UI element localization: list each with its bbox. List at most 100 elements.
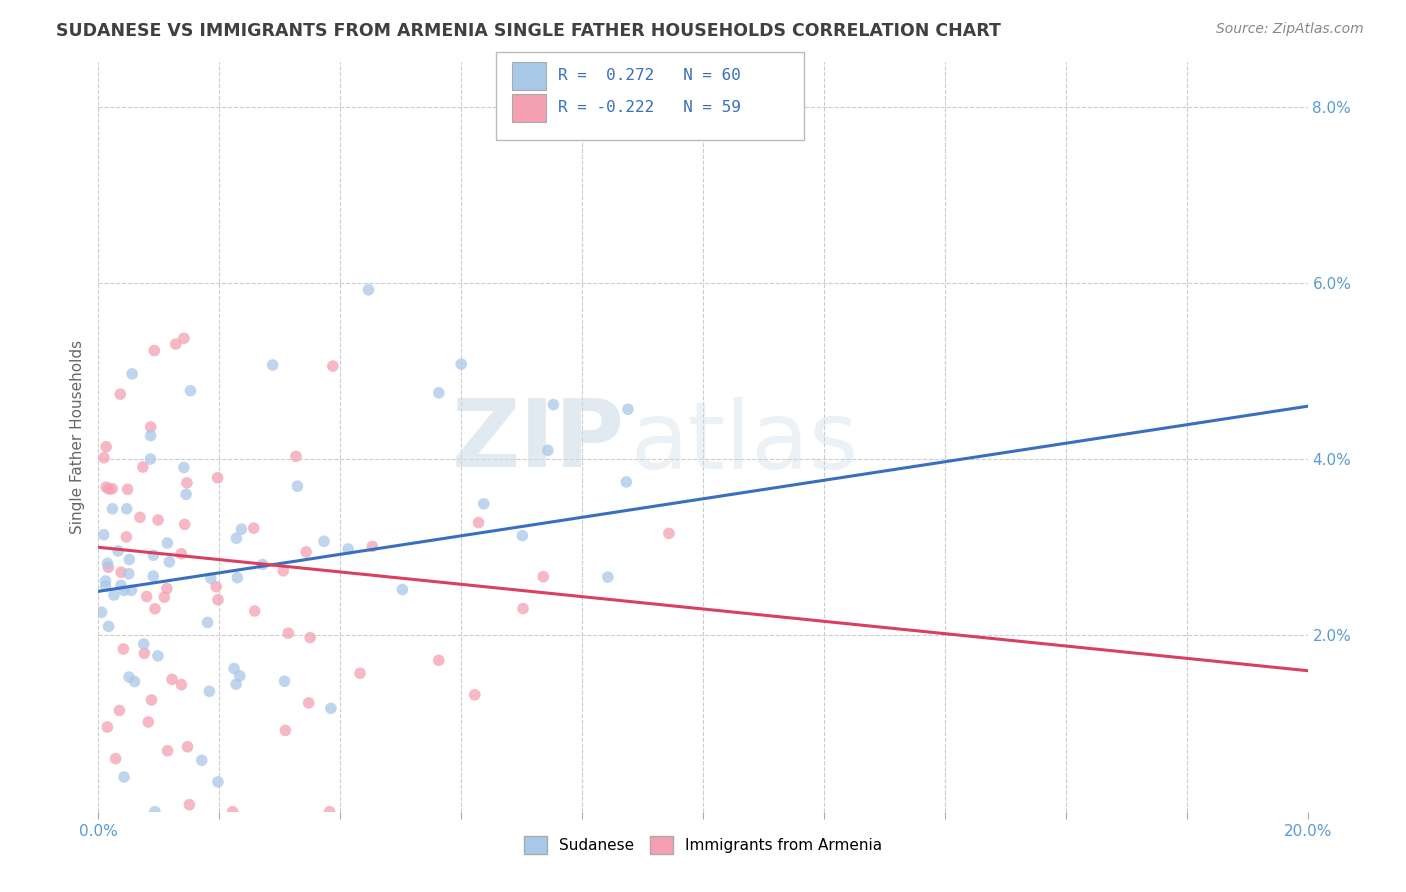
Point [179, 797, 201, 812]
Point [101, 501, 124, 516]
Point [143, 343, 166, 358]
Point [93, 527, 115, 541]
Point [226, 571, 249, 585]
Point [207, 592, 229, 607]
Point [205, 580, 228, 594]
Point [173, 517, 195, 532]
Point [357, 283, 380, 297]
Point [174, 487, 197, 501]
Point [198, 684, 221, 698]
Point [103, 588, 125, 602]
Point [146, 513, 169, 527]
Point [273, 674, 295, 689]
Point [271, 564, 294, 578]
Point [121, 367, 143, 381]
Point [179, 384, 201, 398]
Point [110, 578, 132, 592]
Point [614, 475, 637, 489]
Point [101, 482, 124, 496]
Point [124, 674, 146, 689]
Point [104, 751, 127, 765]
Point [96, 440, 118, 454]
Point [93, 450, 115, 465]
Point [472, 497, 495, 511]
Point [94, 574, 117, 588]
Point [349, 666, 371, 681]
Point [153, 590, 176, 604]
Point [94, 480, 117, 494]
Point [110, 565, 132, 579]
Point [537, 443, 560, 458]
Point [170, 547, 193, 561]
Text: R =  0.272   N = 60: R = 0.272 N = 60 [558, 69, 741, 83]
Point [134, 646, 156, 660]
Point [467, 516, 489, 530]
Point [160, 673, 183, 687]
Point [427, 385, 450, 400]
Point [617, 402, 640, 417]
Point [132, 637, 155, 651]
Point [173, 331, 195, 345]
Point [118, 566, 141, 581]
Point [197, 615, 219, 630]
Point [108, 704, 131, 718]
Point [252, 558, 274, 572]
Point [118, 552, 141, 566]
Text: R = -0.222   N = 59: R = -0.222 N = 59 [558, 101, 741, 115]
Point [143, 602, 166, 616]
Point [135, 590, 157, 604]
Point [139, 428, 162, 442]
Point [318, 805, 340, 819]
Point [427, 653, 450, 667]
Point [97, 560, 120, 574]
Point [139, 452, 162, 467]
Point [222, 661, 245, 675]
Point [165, 337, 187, 351]
Point [156, 582, 179, 596]
Point [97, 482, 120, 496]
Point [262, 358, 284, 372]
Point [512, 601, 534, 615]
Point [298, 696, 321, 710]
Point [464, 688, 486, 702]
Point [231, 522, 253, 536]
Point [176, 475, 198, 490]
Point [143, 805, 166, 819]
Point [221, 805, 243, 819]
Point [96, 720, 118, 734]
Point [322, 359, 344, 373]
Point [117, 483, 139, 497]
Point [512, 528, 534, 542]
Point [112, 642, 135, 657]
Point [287, 479, 309, 493]
Point [229, 669, 252, 683]
Point [285, 450, 308, 464]
Point [115, 530, 138, 544]
Point [136, 714, 159, 729]
Text: atlas: atlas [630, 397, 859, 489]
Legend: Sudanese, Immigrants from Armenia: Sudanese, Immigrants from Armenia [517, 830, 889, 860]
Point [139, 420, 162, 434]
Y-axis label: Single Father Households: Single Father Households [70, 340, 86, 534]
Point [115, 501, 138, 516]
Point [207, 471, 229, 485]
Point [156, 536, 179, 550]
Point [112, 770, 135, 784]
Point [274, 723, 297, 738]
Point [173, 460, 195, 475]
Point [543, 398, 565, 412]
Text: ZIP: ZIP [451, 395, 624, 487]
Point [157, 555, 180, 569]
Point [120, 583, 142, 598]
Point [596, 570, 619, 584]
Point [132, 460, 155, 475]
Point [107, 544, 129, 558]
Point [129, 510, 152, 524]
Point [277, 626, 299, 640]
Point [391, 582, 413, 597]
Point [110, 387, 132, 401]
Point [200, 571, 222, 585]
Point [225, 531, 247, 545]
Point [90, 605, 112, 619]
Point [141, 693, 163, 707]
